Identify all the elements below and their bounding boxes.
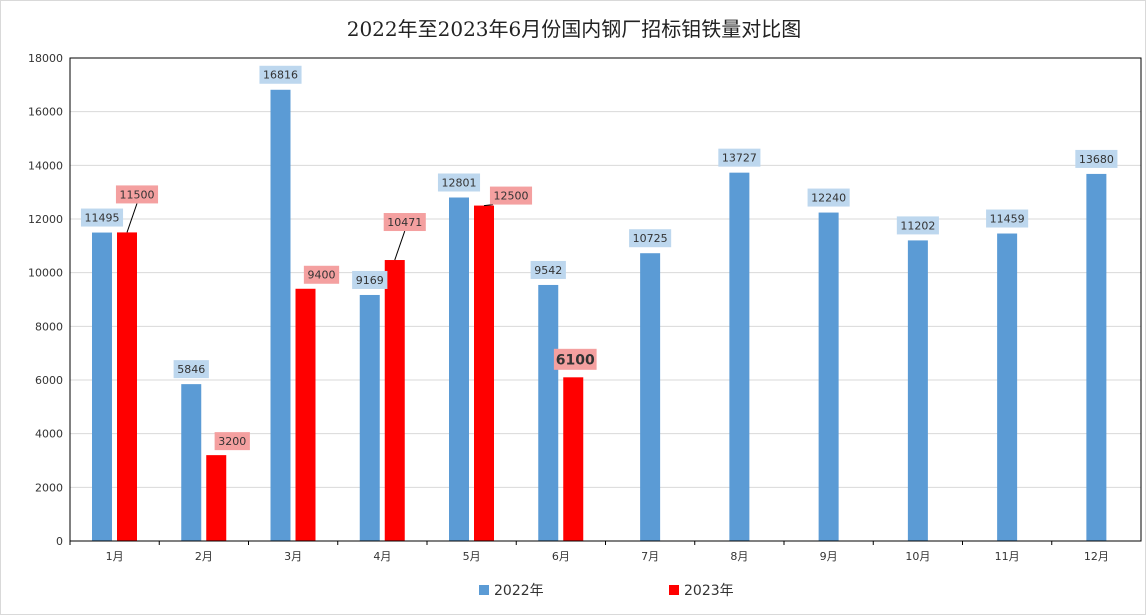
data-label-bg-2022 [807,188,850,207]
data-label-2022: 12240 [811,192,846,205]
data-label-2022: 11459 [990,212,1025,225]
y-tick-label: 4000 [35,428,63,441]
data-label-2022: 13680 [1079,153,1114,166]
data-label-2022: 9542 [534,264,562,277]
data-label-bg-2023 [383,213,426,232]
legend: 2022年 2023年 [479,583,734,599]
bar-2022 [907,240,928,541]
data-label-bg-2022 [629,229,672,248]
data-label-bg-2022 [173,360,209,379]
x-tick-label: 4月 [373,550,391,563]
data-label-2023: 10471 [387,216,422,229]
bars-layer [92,89,1107,542]
bar-2022 [1086,173,1107,542]
data-label-2023: 11500 [120,188,155,201]
data-label-bg-2023 [489,186,533,205]
legend-swatch [669,585,679,595]
x-tick-label: 9月 [820,550,838,563]
data-label-bg-2023 [553,348,597,370]
legend-swatch [479,585,489,595]
chart-title: 2022年至2023年6月份国内钢厂招标钼铁量对比图 [346,17,802,41]
leader-line [126,203,138,233]
grid-layer [70,57,1141,488]
data-label-2022: 13727 [722,152,757,165]
bar-2022 [997,233,1018,541]
legend-label: 2023年 [684,583,734,599]
data-label-bg-2023 [115,185,159,204]
x-tick-label: 7月 [641,550,659,563]
data-label-2022: 12801 [442,176,477,189]
data-label-2022: 5846 [177,363,205,376]
x-tick-label: 2月 [195,550,213,563]
data-label-2023: 12500 [494,190,529,203]
bar-2022 [92,232,112,541]
bar-2022 [270,89,291,542]
bar-2022 [449,197,469,541]
legend-label: 2022年 [494,583,544,599]
data-label-2022: 11495 [85,212,120,225]
bar-2023 [384,260,405,541]
y-tick-label: 16000 [28,106,63,119]
x-tick-label: 12月 [1084,550,1109,563]
data-label-2022: 10725 [633,232,668,245]
data-label-bg-2022 [896,216,939,235]
data-label-bg-2022 [530,260,566,279]
bar-2022 [818,212,839,541]
leader-line [483,204,494,207]
data-label-bg-2022 [352,270,388,289]
y-tick-label: 12000 [28,213,63,226]
bar-2023 [117,232,137,541]
x-tick-label: 3月 [284,550,302,563]
bar-2022 [538,284,559,541]
bar-2022 [729,172,750,542]
data-label-2023: 6100 [556,352,595,368]
x-tick-label: 5月 [463,550,481,563]
data-label-bg-2022 [80,208,124,227]
x-tick-label: 10月 [905,550,930,563]
data-label-2023: 9400 [308,269,336,282]
bar-2023 [295,288,316,541]
data-label-bg-2022 [718,148,761,167]
bar-2023 [474,205,494,542]
bar-2022 [640,253,661,541]
y-tick-label: 6000 [35,374,63,387]
data-label-bg-2022 [259,65,302,84]
y-tick-label: 2000 [35,481,63,494]
data-label-bg-2022 [1075,149,1118,168]
y-tick-label: 10000 [28,267,63,280]
axis-layer: 0 2000 4000 6000 8000 10000 12000 14000 16000 180… [28,52,1142,563]
data-label-bg-2022 [986,209,1029,228]
y-tick-label: 0 [56,535,63,548]
bar-2023 [563,377,584,541]
data-label-bg-2023 [214,432,250,451]
data-label-bg-2022 [437,173,481,192]
leader-line [394,230,406,261]
x-tick-label: 1月 [106,550,124,563]
y-tick-label: 14000 [28,159,63,172]
y-tick-label: 18000 [28,52,63,65]
x-tick-label: 6月 [552,550,570,563]
data-label-2023: 3200 [218,435,246,448]
bar-2023 [206,455,227,541]
data-label-2022: 11202 [900,219,935,232]
data-label-2022: 16816 [263,69,298,82]
x-tick-label: 8月 [730,550,748,563]
bar-2022 [181,384,202,541]
y-tick-label: 8000 [35,320,63,333]
plot-area-frame [69,57,1142,542]
data-label-bg-2023 [303,265,340,284]
x-tick-label: 11月 [995,550,1020,563]
bar-2022 [359,294,380,541]
data-label-2022: 9169 [356,274,384,287]
